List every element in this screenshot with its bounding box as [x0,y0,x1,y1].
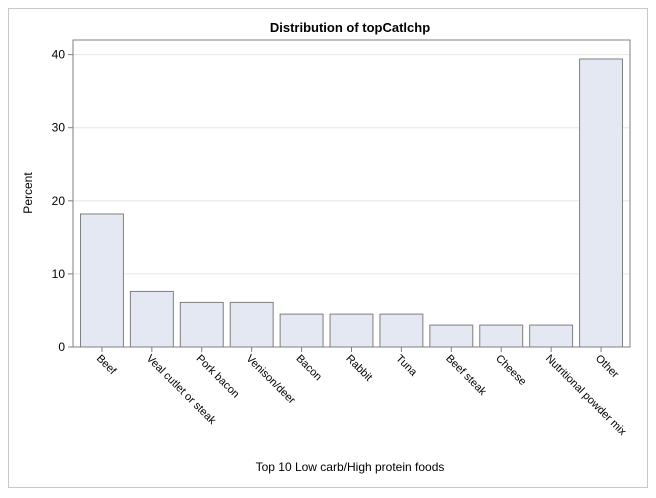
x-tick-label: Venison/deer [244,353,298,407]
bar [579,58,624,348]
y-tick-label: 0 [58,340,65,354]
bar [429,324,474,348]
bar [129,290,174,348]
y-tick-label: 20 [52,194,66,208]
y-tick-label: 10 [52,267,66,281]
x-tick-label: Rabbit [343,353,374,384]
bar [479,324,524,348]
x-axis-label: Top 10 Low carb/High protein foods [256,460,445,474]
bar [179,301,224,348]
bar [529,324,574,348]
chart-title: Distribution of topCatlchp [270,20,430,35]
y-axis-label: Percent [21,172,35,214]
bar [279,313,324,348]
x-tick-label: Beef steak [443,353,489,399]
bar [229,301,274,348]
y-tick-label: 30 [52,121,66,135]
x-tick-label: Beef [94,353,119,378]
x-tick-label: Tuna [393,353,420,380]
x-tick-label: Cheese [493,353,528,388]
bar [79,213,124,348]
x-tick-label: Other [593,353,621,381]
y-tick-label: 40 [52,48,66,62]
x-tick-label: Nutritional powder mix [543,353,629,439]
x-tick-label: Bacon [293,353,324,384]
x-tick-label: Pork bacon [194,353,242,401]
bar [379,313,424,348]
bar [329,313,374,348]
